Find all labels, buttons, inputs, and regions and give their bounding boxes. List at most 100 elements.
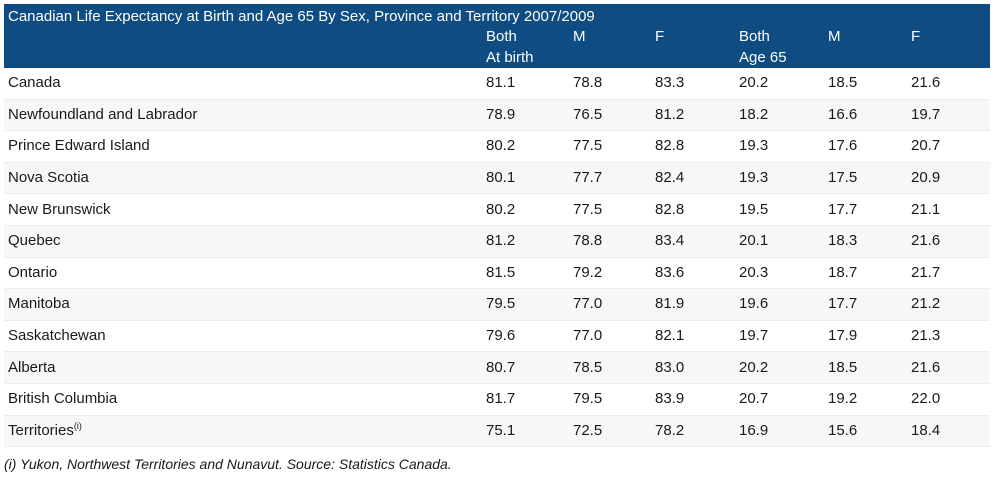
value-cell: 19.3 (736, 162, 825, 195)
value-cell: 83.0 (652, 351, 736, 384)
value-cell: 16.6 (825, 99, 908, 132)
column-header-label: M (828, 28, 841, 45)
value-cell: 77.0 (570, 320, 652, 353)
value-cell: 21.1 (908, 193, 991, 226)
value-cell: 17.7 (825, 288, 908, 321)
region-name: Alberta (8, 358, 56, 376)
column-header-label: M (573, 28, 586, 45)
region-name: Newfoundland and Labrador (8, 105, 198, 123)
value-cell: 78.8 (570, 68, 652, 100)
value-cell: 19.7 (736, 320, 825, 353)
region-name-cell: Newfoundland and Labrador (4, 99, 483, 132)
value-cell: 18.5 (825, 351, 908, 384)
region-name-cell: Territories(i) (4, 415, 483, 448)
table-body: Canada 81.1 78.8 83.3 20.2 18.5 21.6 Newfoundla… (4, 68, 991, 448)
value-cell: 21.6 (908, 68, 991, 100)
region-name: Saskatchewan (8, 327, 106, 345)
table-row: Manitoba 79.5 77.0 81.9 19.6 17.7 21.2 (4, 288, 991, 321)
value-cell: 20.2 (736, 68, 825, 100)
region-name: Prince Edward Island (8, 137, 150, 155)
table-row: Newfoundland and Labrador 78.9 76.5 81.2 18.… (4, 99, 991, 132)
region-name-cell: British Columbia (4, 383, 483, 416)
value-cell: 78.9 (483, 99, 570, 132)
life-expectancy-table-container: Canadian Life Expectancy at Birth and Ag… (4, 4, 991, 448)
value-cell: 80.1 (483, 162, 570, 195)
value-cell: 81.9 (652, 288, 736, 321)
value-cell: 82.4 (652, 162, 736, 195)
value-cell: 21.2 (908, 288, 991, 321)
value-cell: 81.7 (483, 383, 570, 416)
value-cell: 79.5 (483, 288, 570, 321)
footnote-marker: (i) (73, 420, 82, 431)
value-cell: 78.5 (570, 351, 652, 384)
column-header: F (652, 26, 736, 68)
value-cell: 17.5 (825, 162, 908, 195)
region-name: New Brunswick (8, 200, 111, 218)
table-row: Nova Scotia 80.1 77.7 82.4 19.3 17.5 20.9 (4, 162, 991, 195)
table-title: Canadian Life Expectancy at Birth and Ag… (4, 4, 991, 26)
value-cell: 79.5 (570, 383, 652, 416)
value-cell: 21.7 (908, 257, 991, 290)
column-header: M (825, 26, 908, 68)
value-cell: 20.2 (736, 351, 825, 384)
value-cell: 20.9 (908, 162, 991, 195)
value-cell: 20.3 (736, 257, 825, 290)
value-cell: 80.2 (483, 193, 570, 226)
value-cell: 77.7 (570, 162, 652, 195)
value-cell: 20.7 (736, 383, 825, 416)
value-cell: 81.2 (652, 99, 736, 132)
value-cell: 15.6 (825, 415, 908, 448)
region-name-cell: Manitoba (4, 288, 483, 321)
value-cell: 18.5 (825, 68, 908, 100)
value-cell: 17.9 (825, 320, 908, 353)
value-cell: 20.1 (736, 225, 825, 258)
table-row: Quebec 81.2 78.8 83.4 20.1 18.3 21.6 (4, 225, 991, 258)
value-cell: 82.1 (652, 320, 736, 353)
region-name: Canada (8, 74, 61, 92)
column-header-label: Both (486, 28, 517, 45)
value-cell: 83.6 (652, 257, 736, 290)
region-name-cell: Saskatchewan (4, 320, 483, 353)
region-name: Territories (8, 421, 74, 439)
region-name-cell: Nova Scotia (4, 162, 483, 195)
region-name-cell: Prince Edward Island (4, 130, 483, 163)
value-cell: 21.6 (908, 225, 991, 258)
value-cell: 72.5 (570, 415, 652, 448)
region-name-cell: Ontario (4, 257, 483, 290)
table-row: Ontario 81.5 79.2 83.6 20.3 18.7 21.7 (4, 257, 991, 290)
column-header: Both Age 65 (736, 26, 825, 68)
column-header: F (908, 26, 991, 68)
value-cell: 22.0 (908, 383, 991, 416)
value-cell: 81.5 (483, 257, 570, 290)
value-cell: 78.2 (652, 415, 736, 448)
column-header-group-label: Age 65 (739, 49, 787, 66)
value-cell: 21.3 (908, 320, 991, 353)
value-cell: 16.9 (736, 415, 825, 448)
table-row: New Brunswick 80.2 77.5 82.8 19.5 17.7 21.1 (4, 193, 991, 226)
table-row: Canada 81.1 78.8 83.3 20.2 18.5 21.6 (4, 68, 991, 100)
value-cell: 80.7 (483, 351, 570, 384)
table-row: Prince Edward Island 80.2 77.5 82.8 19.3 17.6… (4, 130, 991, 163)
region-name: Quebec (8, 232, 61, 250)
column-header-label: F (911, 28, 921, 45)
value-cell: 18.3 (825, 225, 908, 258)
value-cell: 77.5 (570, 193, 652, 226)
value-cell: 83.9 (652, 383, 736, 416)
region-name: Nova Scotia (8, 169, 89, 187)
header-name-column (4, 26, 483, 68)
value-cell: 19.7 (908, 99, 991, 132)
table-footnote: (i) Yukon, Northwest Territories and Nun… (4, 456, 452, 472)
region-name-cell: Alberta (4, 351, 483, 384)
region-name: Manitoba (8, 295, 70, 313)
region-name-cell: Canada (4, 68, 483, 100)
column-header-row: Both At birth M F Both Age 65 M F (4, 26, 991, 68)
table-row: Saskatchewan 79.6 77.0 82.1 19.7 17.9 21.3 (4, 320, 991, 353)
region-name: Ontario (8, 263, 58, 281)
value-cell: 21.6 (908, 351, 991, 384)
value-cell: 19.2 (825, 383, 908, 416)
value-cell: 79.6 (483, 320, 570, 353)
value-cell: 20.7 (908, 130, 991, 163)
region-name: British Columbia (8, 390, 118, 408)
table-row: British Columbia 81.7 79.5 83.9 20.7 19.2 22.0 (4, 383, 991, 416)
value-cell: 75.1 (483, 415, 570, 448)
